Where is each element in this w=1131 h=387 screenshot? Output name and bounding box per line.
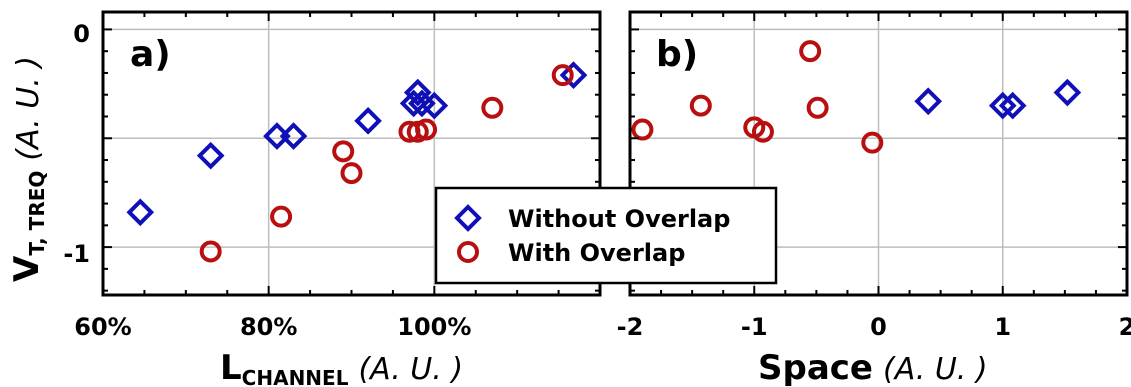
panel-b-label: b) xyxy=(656,34,698,75)
legend-circle-icon xyxy=(457,241,479,263)
x-tick-label: -2 xyxy=(617,313,644,341)
x-tick-label: 80% xyxy=(240,313,297,341)
panel-a: 60% 80% 100% a) xyxy=(74,10,602,341)
data-point-without-overlap xyxy=(914,87,943,116)
data-point-without-overlap xyxy=(420,91,449,120)
panel-a-ticks: 60% 80% 100% xyxy=(74,12,601,341)
y-axis-title-sub: T, TREQ xyxy=(25,171,49,256)
data-point-without-overlap xyxy=(998,91,1027,120)
data-point-without-overlap xyxy=(279,122,308,150)
data-point-with-overlap xyxy=(799,40,822,63)
data-point-with-overlap xyxy=(332,140,355,163)
y-tick-label-0: 0 xyxy=(73,20,90,48)
y-tick-label-neg1: -1 xyxy=(63,240,90,268)
data-point-with-overlap xyxy=(551,64,574,87)
x-tick-label: 100% xyxy=(397,313,471,341)
data-point-with-overlap xyxy=(270,205,293,228)
legend: Without Overlap With Overlap xyxy=(434,186,778,285)
y-axis-title-unit: (A. U. ) xyxy=(11,56,46,161)
x-axis-title-a: LCHANNEL (A. U. ) xyxy=(220,348,463,387)
data-point-with-overlap xyxy=(751,120,774,143)
data-point-with-overlap xyxy=(689,94,712,117)
data-point-without-overlap xyxy=(1053,78,1082,107)
panel-b: -2 -1 0 1 2 b) xyxy=(617,10,1131,341)
data-point-without-overlap xyxy=(196,141,225,170)
y-axis-title-main: V xyxy=(7,255,47,282)
data-point-with-overlap xyxy=(861,131,884,154)
x-axis-title-b-main: Space xyxy=(758,348,873,387)
legend-label-with-overlap: With Overlap xyxy=(508,239,685,267)
panel-b-ticks: -2 -1 0 1 2 xyxy=(617,12,1131,341)
x-tick-label: 60% xyxy=(74,313,131,341)
x-axis-title-a-main: L xyxy=(220,348,242,387)
legend-box xyxy=(434,186,778,285)
panel-b-marks xyxy=(631,40,1082,154)
data-point-with-overlap xyxy=(415,118,438,141)
legend-diamond-icon xyxy=(454,204,482,232)
data-point-without-overlap xyxy=(559,61,588,89)
data-point-with-overlap xyxy=(199,240,222,263)
panel-a-grid xyxy=(103,12,600,295)
x-tick-label: -1 xyxy=(741,313,768,341)
data-point-without-overlap xyxy=(403,78,432,107)
data-point-without-overlap xyxy=(126,198,155,227)
data-point-with-overlap xyxy=(631,118,654,141)
x-axis-title-a-sub: CHANNEL xyxy=(242,366,349,387)
x-tick-label: 2 xyxy=(1119,313,1131,341)
data-point-with-overlap xyxy=(481,96,504,119)
legend-label-without-overlap: Without Overlap xyxy=(508,205,730,233)
data-point-with-overlap xyxy=(340,162,363,185)
panel-a-label: a) xyxy=(130,34,171,75)
data-point-with-overlap xyxy=(806,96,829,119)
x-axis-title-b: Space (A. U. ) xyxy=(758,348,988,387)
x-tick-label: 1 xyxy=(994,313,1011,341)
y-axis-title: VT, TREQ (A. U. ) xyxy=(7,56,49,282)
data-point-without-overlap xyxy=(988,91,1017,120)
x-axis-title-a-unit: (A. U. ) xyxy=(358,352,463,387)
x-axis-title-b-unit: (A. U. ) xyxy=(883,352,988,387)
x-tick-label: 0 xyxy=(870,313,887,341)
panel-a-marks xyxy=(126,61,588,263)
data-point-without-overlap xyxy=(354,107,382,135)
